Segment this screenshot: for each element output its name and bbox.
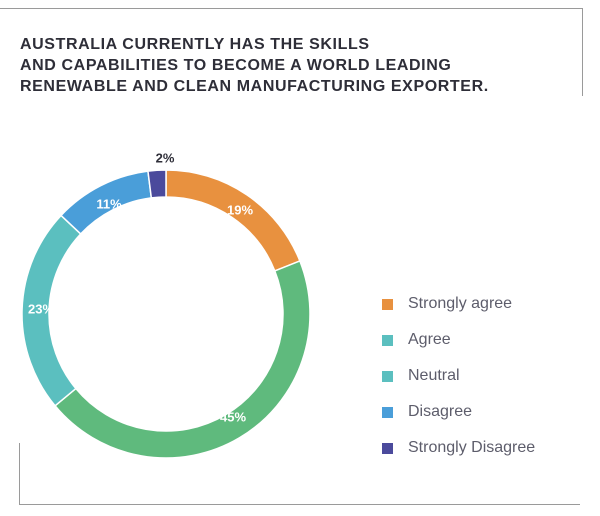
frame-right-border (582, 8, 583, 96)
legend-item-agree: Agree (382, 328, 582, 364)
slice-value-label: 11% (96, 196, 122, 211)
frame-left-border (19, 443, 20, 505)
legend-swatch (382, 407, 393, 418)
frame-bottom-border (19, 504, 580, 505)
chart-title-line-1: AUSTRALIA CURRENTLY HAS THE SKILLS (20, 36, 370, 53)
frame-top-border (0, 8, 583, 9)
legend-label: Strongly Disagree (408, 439, 536, 456)
legend-item-strongly-disagree: Strongly Disagree (382, 436, 582, 472)
slice-value-label: 23% (28, 301, 54, 316)
slice-value-label: 45% (220, 409, 246, 424)
legend-swatch (382, 371, 393, 382)
chart-title: AUSTRALIA CURRENTLY HAS THE SKILLS AND C… (20, 34, 540, 97)
legend-label: Neutral (408, 367, 460, 384)
slice-value-label: 2% (156, 150, 175, 165)
legend-label: Strongly agree (408, 295, 513, 312)
legend-item-disagree: Disagree (382, 400, 582, 436)
chart-legend: Strongly agree Agree Neutral Disagree St… (382, 292, 582, 472)
legend-label: Agree (408, 331, 451, 348)
legend-swatch (382, 299, 393, 310)
donut-slice-strongly-disagree (147, 169, 167, 199)
legend-item-neutral: Neutral (382, 364, 582, 400)
legend-swatch (382, 443, 393, 454)
slice-value-label: 19% (227, 202, 253, 217)
donut-slice-strongly-agree (165, 169, 301, 272)
chart-title-line-3: RENEWABLE AND CLEAN MANUFACTURING EXPORT… (20, 78, 489, 95)
legend-swatch (382, 335, 393, 346)
legend-label: Disagree (408, 403, 473, 420)
donut-slice-agree (53, 260, 311, 459)
chart-title-line-2: AND CAPABILITIES TO BECOME A WORLD LEADI… (20, 57, 452, 74)
legend-item-strongly-agree: Strongly agree (382, 292, 582, 328)
